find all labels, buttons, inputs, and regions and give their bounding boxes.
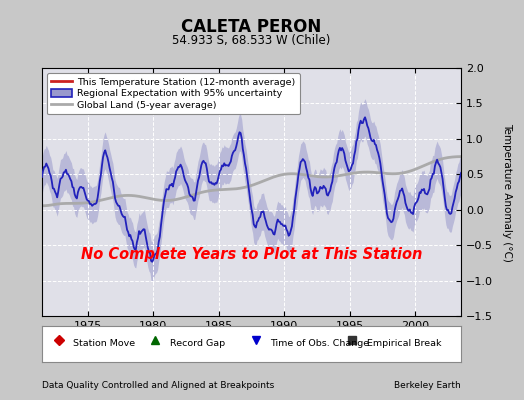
Text: Empirical Break: Empirical Break (367, 340, 441, 348)
Legend: This Temperature Station (12-month average), Regional Expectation with 95% uncer: This Temperature Station (12-month avera… (47, 73, 300, 114)
Text: Station Move: Station Move (73, 340, 136, 348)
Text: No Complete Years to Plot at This Station: No Complete Years to Plot at This Statio… (81, 246, 422, 262)
Text: CALETA PERON: CALETA PERON (181, 18, 322, 36)
Text: Record Gap: Record Gap (170, 340, 225, 348)
Text: Data Quality Controlled and Aligned at Breakpoints: Data Quality Controlled and Aligned at B… (42, 381, 274, 390)
Y-axis label: Temperature Anomaly (°C): Temperature Anomaly (°C) (503, 122, 512, 262)
Text: Berkeley Earth: Berkeley Earth (395, 381, 461, 390)
Text: 54.933 S, 68.533 W (Chile): 54.933 S, 68.533 W (Chile) (172, 34, 331, 47)
Text: Time of Obs. Change: Time of Obs. Change (270, 340, 369, 348)
